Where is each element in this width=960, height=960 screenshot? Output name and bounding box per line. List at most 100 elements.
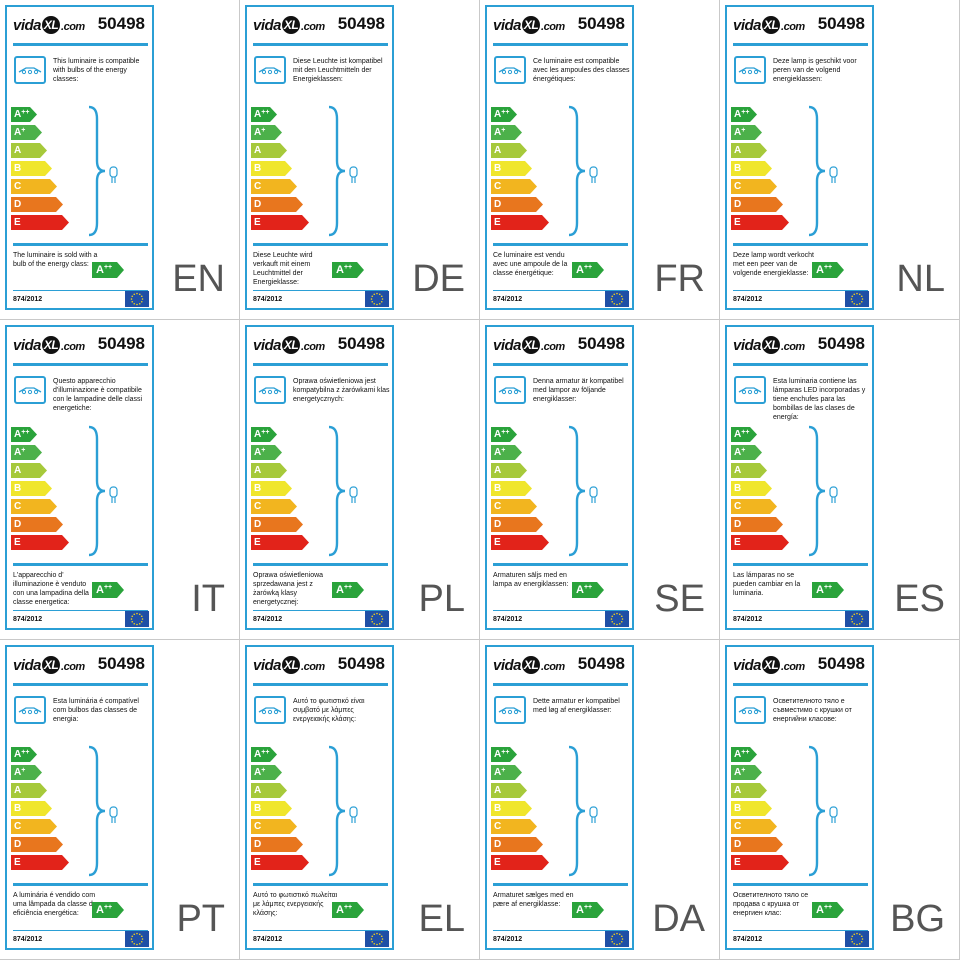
energy-class-arrow: A (731, 463, 767, 478)
eu-flag-icon (125, 931, 149, 947)
energy-class-arrow: B (731, 801, 772, 816)
sold-with-text: L'apparecchio d' illuminazione è venduto… (13, 572, 89, 606)
brace-icon (328, 105, 346, 237)
bulb-icon (829, 166, 838, 183)
regulation-number: 874/2012 (253, 936, 283, 943)
label-header: vida XL .com 50498 (13, 10, 147, 42)
energy-scale: A++ A+ A B C D E (11, 747, 73, 873)
energy-class-arrow: A++ (11, 747, 37, 762)
logo-mark: XL (522, 16, 541, 34)
label-header: vida XL .com 50498 (253, 10, 387, 42)
energy-class-arrow: D (251, 197, 303, 212)
language-code: IT (191, 578, 225, 620)
brand-logo: vida XL .com (253, 16, 325, 34)
product-number: 50498 (577, 654, 625, 673)
language-code: NL (896, 258, 945, 300)
energy-scale: A++ A+ A B C D E (731, 747, 793, 873)
divider (493, 563, 628, 566)
divider (13, 883, 148, 886)
energy-class-arrow: E (731, 855, 789, 870)
brand-logo: vida XL .com (493, 336, 565, 354)
luminaire-icon (14, 696, 46, 724)
luminaire-icon (494, 696, 526, 724)
sold-with-text: Diese Leuchte wird verkauft mit einem Le… (253, 252, 313, 286)
product-number: 50498 (337, 654, 385, 673)
divider (13, 610, 148, 611)
energy-label-card: vida XL .com 50498 Diese Leuchte ist kompa… (245, 5, 394, 310)
divider (733, 610, 868, 611)
compatibility-text: This luminaire is compatible with bulbs … (53, 58, 140, 83)
energy-class-arrow: A (11, 143, 47, 158)
energy-class-arrow: B (731, 481, 772, 496)
energy-class-arrow: A+ (731, 765, 762, 780)
language-code: ES (894, 578, 945, 620)
label-cell-pl: vida XL .com 50498 Oprawa oświetleniowa je… (240, 320, 480, 640)
product-number: 50498 (817, 334, 865, 353)
energy-class-arrow: E (731, 535, 789, 550)
bulb-icon (349, 166, 358, 183)
label-header: vida XL .com 50498 (733, 10, 867, 42)
luminaire-icon (254, 696, 286, 724)
brace-icon (568, 425, 586, 557)
language-code: DE (412, 258, 465, 300)
energy-class-arrow: A++ (491, 427, 517, 442)
energy-class-arrow: A+ (11, 765, 42, 780)
regulation-number: 874/2012 (733, 616, 763, 623)
sold-with-text: Las lámparas no se pueden cambiar en la … (733, 572, 801, 597)
label-cell-nl: vida XL .com 50498 Deze lamp is geschikt v… (720, 0, 960, 320)
label-cell-pt: vida XL .com 50498 Esta luminária é compat… (0, 640, 240, 960)
energy-scale: A++ A+ A B C D E (491, 747, 553, 873)
label-cell-bg: vida XL .com 50498 Осветителното тяло е съ… (720, 640, 960, 960)
energy-class-arrow: A++ (731, 427, 757, 442)
brace-icon (328, 425, 346, 557)
eu-flag-icon (365, 291, 389, 307)
divider (493, 883, 628, 886)
regulation-number: 874/2012 (493, 296, 523, 303)
energy-label-card: vida XL .com 50498 Esta luminária é compat… (5, 645, 154, 950)
label-header: vida XL .com 50498 (493, 330, 627, 362)
energy-class-arrow: A (491, 143, 527, 158)
energy-class-arrow: A (731, 783, 767, 798)
energy-class-arrow: E (731, 215, 789, 230)
energy-class-arrow: C (491, 499, 537, 514)
energy-class-arrow: E (251, 535, 309, 550)
bulb-icon (109, 806, 118, 823)
energy-class-arrow: E (251, 215, 309, 230)
bulb-icon (829, 486, 838, 503)
divider (733, 363, 868, 366)
divider (13, 563, 148, 566)
energy-label-card: vida XL .com 50498 Αυτό το φωτιστικό είναι… (245, 645, 394, 950)
energy-class-arrow: A++ (491, 107, 517, 122)
brace-icon (808, 105, 826, 237)
compatibility-text: Oprawa oświetleniowa jest kompatybilna z… (293, 378, 390, 403)
divider (253, 883, 388, 886)
energy-class-arrow: B (491, 161, 532, 176)
eu-flag-icon (365, 611, 389, 627)
energy-class-arrow: C (731, 499, 777, 514)
brace-icon (88, 745, 106, 877)
product-number: 50498 (97, 14, 145, 33)
divider (253, 610, 388, 611)
energy-class-arrow: D (251, 517, 303, 532)
label-cell-se: vida XL .com 50498 Denna armatur är kompat… (480, 320, 720, 640)
eu-flag-icon (125, 291, 149, 307)
product-number: 50498 (577, 334, 625, 353)
energy-class-arrow: C (491, 819, 537, 834)
energy-class-arrow: B (731, 161, 772, 176)
eu-flag-icon (845, 291, 869, 307)
energy-class-arrow: E (11, 535, 69, 550)
energy-class-arrow: C (491, 179, 537, 194)
regulation-number: 874/2012 (13, 936, 43, 943)
divider (13, 363, 148, 366)
eu-flag-icon (605, 291, 629, 307)
label-cell-de: vida XL .com 50498 Diese Leuchte ist kompa… (240, 0, 480, 320)
compatibility-text: Questo apparecchio d'illuminazione è com… (53, 378, 143, 412)
divider (733, 290, 868, 291)
product-number: 50498 (577, 14, 625, 33)
eu-flag-icon (125, 611, 149, 627)
product-number: 50498 (817, 654, 865, 673)
energy-class-arrow: C (251, 819, 297, 834)
language-code: BG (890, 898, 945, 940)
bulb-icon (349, 486, 358, 503)
